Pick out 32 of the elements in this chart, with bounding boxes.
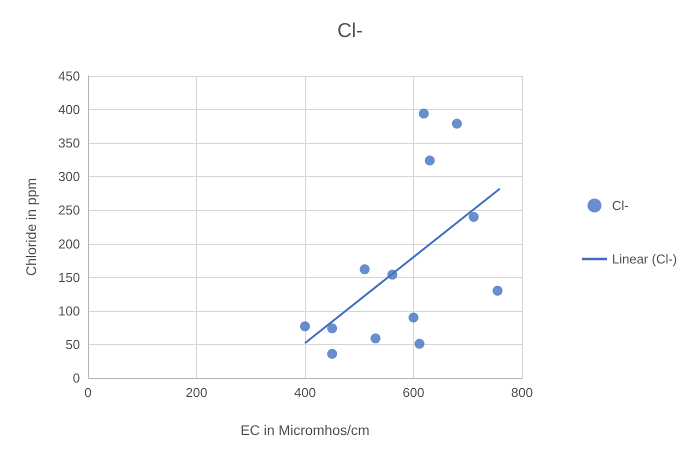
point [452,118,462,129]
legend-label: Cl- [612,198,629,213]
point [408,312,418,323]
point [468,212,479,222]
point [492,286,503,296]
y-tick-label: 50 [66,336,80,352]
legend-label: Linear (Cl-) [612,252,678,266]
y-tick-label: 250 [58,202,80,218]
x-axis-title: EC in Micromhos/cm [240,422,370,438]
point [300,321,310,332]
y-tick-label: 350 [58,136,80,151]
point [327,348,338,359]
point [370,333,381,344]
y-tick-label: 400 [58,102,80,118]
x-tick-label: 0 [84,385,92,400]
y-tick-label: 150 [58,270,80,285]
x-tick-label: 400 [294,385,316,400]
y-tick-label: 200 [58,236,80,252]
point [360,264,370,274]
y-tick-label: 450 [58,68,80,84]
y-tick-label: 300 [58,169,80,184]
chart-title: Cl- [337,20,363,42]
point [424,156,435,166]
x-tick-label: 200 [186,385,208,400]
point [418,108,429,119]
x-tick-label: 600 [402,385,424,400]
point [327,323,338,334]
y-tick-label: 100 [58,303,80,318]
y-axis-title: Chloride in ppm [23,178,39,276]
point [414,338,424,349]
y-tick-label: 0 [72,370,80,386]
x-tick-label: 800 [511,385,533,400]
